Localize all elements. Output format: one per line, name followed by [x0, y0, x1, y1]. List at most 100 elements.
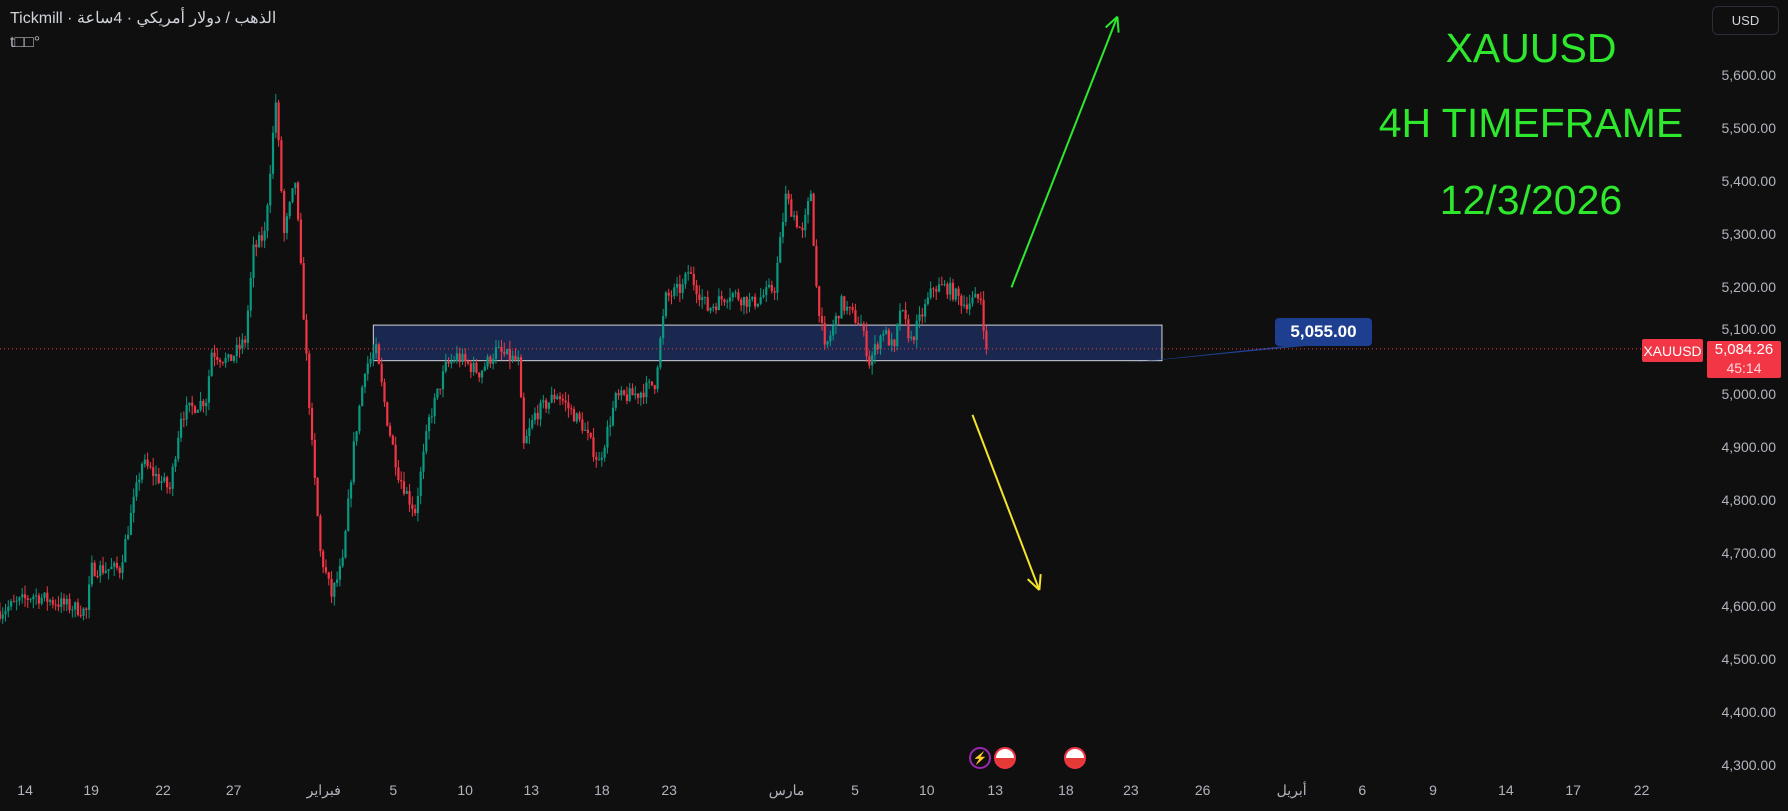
- us-flag-icon[interactable]: [1064, 747, 1086, 769]
- candle-body: [129, 512, 132, 535]
- candle-body: [533, 412, 537, 421]
- candle-body: [280, 140, 283, 192]
- candle-body: [609, 425, 612, 427]
- candle-body: [890, 339, 893, 346]
- candle-body: [787, 193, 790, 200]
- candle-body: [450, 361, 453, 364]
- candle-body: [709, 307, 712, 311]
- annotation-timeframe: 4H TIMEFRAME: [1378, 100, 1684, 146]
- candle-body: [196, 410, 199, 413]
- candle-body: [213, 352, 216, 357]
- candle-body: [400, 480, 403, 482]
- candle-body: [110, 566, 113, 569]
- candle-body: [653, 385, 656, 390]
- candle-body: [433, 397, 436, 417]
- candle-body: [976, 293, 980, 299]
- candle-body: [341, 557, 344, 567]
- candle-body: [793, 215, 796, 217]
- time-tick-label: 14: [1498, 782, 1514, 798]
- candle-body: [773, 291, 776, 293]
- candle-body: [667, 292, 670, 296]
- candle-body: [963, 304, 966, 306]
- time-tick-label: أبريل: [1276, 782, 1307, 798]
- candle-body: [430, 416, 433, 418]
- candle-body: [949, 282, 952, 295]
- candle-body: [628, 388, 631, 401]
- candle-body: [862, 323, 865, 331]
- candle-body: [837, 315, 840, 319]
- candle-body: [848, 306, 851, 308]
- candle-body: [531, 420, 534, 428]
- candle-body: [547, 402, 550, 409]
- candle-body: [48, 600, 52, 602]
- candle-body: [912, 336, 916, 341]
- candle-body: [592, 437, 595, 458]
- candle-body: [662, 316, 665, 339]
- candle-body: [923, 303, 927, 317]
- candle-body: [982, 300, 985, 331]
- candle-body: [355, 431, 358, 442]
- candle-body: [464, 353, 467, 361]
- candle-body: [926, 297, 929, 304]
- candle-body: [302, 263, 305, 320]
- time-tick-label: 13: [987, 782, 1004, 798]
- candle-body: [508, 349, 511, 361]
- candle-body: [177, 437, 180, 460]
- candle-body: [115, 562, 119, 568]
- candle-body: [60, 598, 63, 607]
- candle-body: [940, 284, 943, 286]
- candle-body: [9, 601, 13, 607]
- candle-body: [480, 370, 484, 378]
- current-price-label: 5,084.26 45:14: [1707, 341, 1781, 378]
- candle-body: [296, 182, 300, 220]
- lightning-icon[interactable]: ⚡: [969, 747, 991, 769]
- candle-body: [586, 429, 590, 434]
- candle-body: [127, 534, 130, 540]
- candle-body: [731, 293, 734, 298]
- time-tick-label: 14: [17, 782, 33, 798]
- candle-body: [0, 611, 2, 619]
- candle-body: [257, 235, 261, 248]
- zone-price-label[interactable]: 5,055.00: [1275, 318, 1372, 346]
- candle-body: [143, 459, 146, 465]
- candle-body: [21, 594, 24, 598]
- candle-body: [929, 288, 932, 298]
- candle-body: [748, 299, 751, 307]
- candle-body: [43, 592, 46, 598]
- candle-body: [207, 376, 211, 403]
- candle-body: [851, 307, 854, 310]
- candle-body: [879, 335, 882, 350]
- candle-body: [182, 418, 185, 420]
- candle-body: [352, 441, 355, 483]
- price-tick-label: 4,600.00: [1721, 598, 1777, 614]
- us-flag-icon[interactable]: [994, 747, 1016, 769]
- zone-label-pointer: [1121, 346, 1305, 364]
- candle-body: [79, 615, 82, 617]
- price-tick-label: 4,700.00: [1721, 544, 1777, 561]
- candle-body: [7, 606, 10, 612]
- candle-body: [832, 325, 835, 336]
- support-zone: [372, 324, 1163, 362]
- candle-body: [319, 516, 322, 552]
- time-tick-label: 10: [457, 782, 473, 798]
- candle-body: [419, 471, 422, 497]
- currency-button[interactable]: USD: [1712, 6, 1779, 35]
- candle-body: [76, 602, 80, 616]
- candle-body: [597, 459, 601, 461]
- time-tick-label: 5: [851, 782, 859, 798]
- candle-body: [873, 344, 877, 356]
- candle-body: [790, 199, 793, 217]
- candle-body: [968, 303, 971, 310]
- candle-body: [132, 496, 135, 513]
- price-tick-label: 5,600.00: [1721, 67, 1777, 83]
- candle-body: [497, 346, 500, 348]
- candle-body: [305, 319, 308, 354]
- time-tick-label: 23: [1123, 782, 1139, 798]
- candle-body: [578, 413, 581, 420]
- candle-body: [416, 496, 420, 514]
- candle-body: [974, 293, 977, 298]
- candle-body: [505, 349, 509, 354]
- candle-body: [703, 297, 707, 299]
- candle-body: [227, 354, 230, 358]
